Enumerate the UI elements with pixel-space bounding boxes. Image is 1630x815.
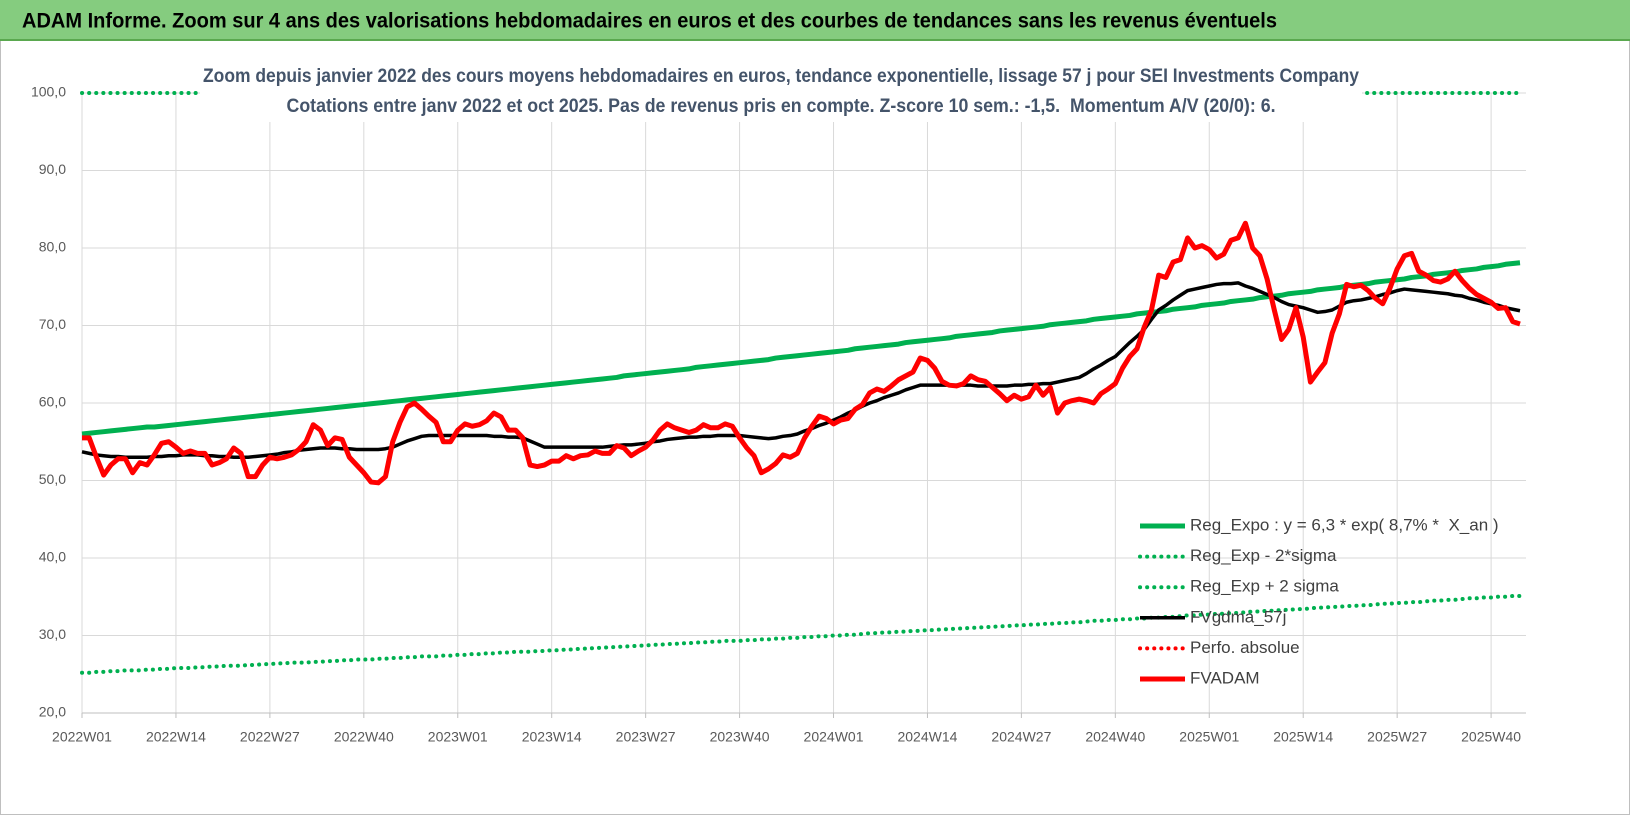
page-title: ADAM Informe. Zoom sur 4 ans des valoris… (22, 10, 1277, 33)
y-tick-label: 60,0 (39, 394, 66, 410)
y-tick-label: 40,0 (39, 549, 66, 565)
y-tick-label: 50,0 (39, 471, 66, 487)
y-tick-label: 70,0 (39, 316, 66, 332)
legend-label: Perfo. absolue (1190, 638, 1300, 657)
y-tick-label: 30,0 (39, 626, 66, 642)
y-tick-label: 20,0 (39, 704, 66, 720)
legend-label: FVgdma_57j (1190, 607, 1286, 626)
x-tick-label: 2025W27 (1367, 729, 1427, 745)
legend-label: FVADAM (1190, 668, 1260, 687)
series-line (80, 593, 1522, 675)
x-tick-label: 2025W40 (1461, 729, 1521, 745)
x-tick-label: 2024W01 (804, 729, 864, 745)
header-bar (0, 0, 1630, 40)
x-tick-label: 2023W01 (428, 729, 488, 745)
chart-title: Zoom depuis janvier 2022 des cours moyen… (203, 66, 1359, 87)
x-tick-label: 2024W40 (1085, 729, 1145, 745)
legend-label: Reg_Exp + 2 sigma (1190, 577, 1339, 596)
x-tick-label: 2025W01 (1179, 729, 1239, 745)
title-box (200, 60, 1362, 122)
legend-label: Reg_Exp - 2*sigma (1190, 546, 1337, 565)
series-line (82, 220, 1521, 486)
x-tick-label: 2025W14 (1273, 729, 1333, 745)
series-line (81, 260, 1521, 437)
legend-label: Reg_Expo : y = 6,3 * exp( 8,7% * X_an ) (1190, 515, 1499, 534)
x-tick-label: 2022W40 (334, 729, 394, 745)
series-line (81, 281, 1521, 459)
x-tick-label: 2023W27 (616, 729, 676, 745)
x-tick-label: 2023W14 (522, 729, 582, 745)
lines (80, 220, 1522, 675)
y-tick-label: 90,0 (39, 161, 66, 177)
x-tick-label: 2022W14 (146, 729, 206, 745)
legend: Reg_Expo : y = 6,3 * exp( 8,7% * X_an ) R… (1138, 515, 1499, 687)
x-tick-label: 2023W40 (710, 729, 770, 745)
x-tick-label: 2022W27 (240, 729, 300, 745)
y-tick-label: 80,0 (39, 239, 66, 255)
x-tick-label: 2024W27 (991, 729, 1051, 745)
grid: 20,0 30,0 40,0 50,0 60,0 70,0 80,0 90,0 100,0 202… (31, 84, 1526, 745)
y-tick-label: 100,0 (31, 84, 66, 100)
x-tick-label: 2024W14 (897, 729, 957, 745)
chart-subtitle: Cotations entre janv 2022 et oct 2025. P… (287, 96, 1276, 117)
x-tick-label: 2022W01 (52, 729, 112, 745)
